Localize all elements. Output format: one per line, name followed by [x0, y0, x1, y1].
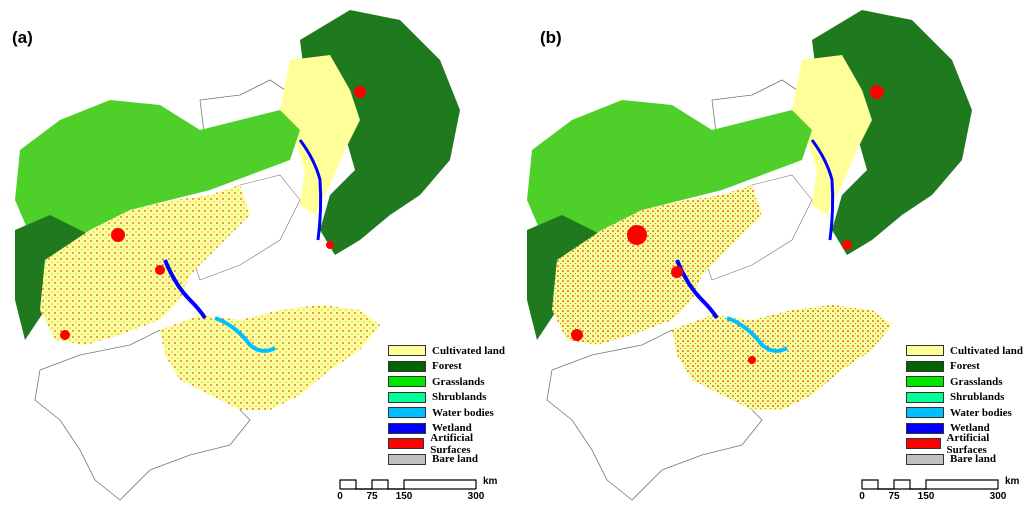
scale-bar: km 0 75 150 300	[858, 476, 1020, 506]
outline-region-south	[546, 329, 763, 501]
urban-patch	[748, 356, 756, 364]
scale-bar: km 0 75 150 300	[336, 476, 498, 506]
urban-patch	[60, 330, 70, 340]
legend-label: Forest	[432, 360, 462, 373]
legend-item: Bare land	[388, 452, 512, 468]
grassland-region-west	[527, 100, 812, 250]
map-legend: Cultivated land Forest Grasslands Shrubl…	[906, 343, 1024, 467]
legend-swatch	[388, 422, 426, 434]
legend-item: Shrublands	[388, 390, 512, 406]
scale-tick-label: 75	[366, 491, 378, 502]
urban-patch	[870, 85, 884, 99]
legend-label: Cultivated land	[432, 344, 506, 357]
speckle-overlay-central	[552, 185, 762, 345]
panel-label: (a)	[12, 28, 33, 47]
legend-swatch	[906, 407, 944, 419]
cultivated-region-east	[280, 55, 360, 215]
urban-patch	[354, 86, 366, 98]
legend-label: Artificial Surfaces	[946, 431, 990, 456]
legend-swatch	[388, 438, 425, 450]
map-legend: Cultivated land Forest Grasslands Shrubl…	[388, 343, 512, 467]
speckle-overlay-south	[672, 305, 892, 410]
forest-region-east	[812, 10, 972, 255]
legend-swatch	[388, 376, 426, 388]
legend-swatch	[906, 391, 944, 403]
legend-item: Artificial Surfaces	[388, 432, 512, 456]
scale-tick-label: 300	[989, 491, 1007, 502]
scale-tick-label: 0	[337, 491, 343, 502]
legend-swatch	[906, 376, 944, 388]
urban-patch	[842, 240, 852, 250]
outline-region-south	[34, 329, 251, 501]
legend-item: Grasslands	[906, 374, 1024, 390]
legend-item: Artificial Surfaces	[906, 432, 1024, 456]
legend-item: Cultivated land	[906, 343, 1024, 359]
legend-label: Grasslands	[432, 375, 485, 388]
legend-swatch	[388, 453, 426, 465]
legend-item: Wetland	[388, 421, 512, 437]
legend-label: Grasslands	[950, 375, 1003, 388]
scale-bar-graphic	[339, 479, 477, 490]
scale-unit: km	[1005, 476, 1020, 487]
legend-label: Bare land	[432, 453, 478, 466]
urban-patch	[627, 225, 647, 245]
speckle-overlay-south	[160, 305, 380, 410]
legend-item: Forest	[388, 359, 512, 375]
scale-bar-graphic	[861, 479, 999, 490]
legend-swatch	[388, 391, 426, 403]
urban-patch	[326, 241, 334, 249]
wetland-coast-east	[810, 139, 835, 241]
forest-region-east	[300, 10, 460, 255]
legend-item: Forest	[906, 359, 1024, 375]
legend-item: Cultivated land	[388, 343, 512, 359]
legend-label: Shrublands	[432, 391, 487, 404]
legend-label: Wetland	[950, 422, 990, 435]
scale-tick-label: 150	[395, 491, 413, 502]
scale-unit: km	[483, 476, 498, 487]
map-panel-b: (b) Cultivated land Forest Grasslands Sh…	[512, 0, 1024, 513]
legend-item: Bare land	[906, 452, 1024, 468]
legend-swatch	[388, 345, 426, 357]
map-panel-a: (a) Cultivated land Forest Grasslands Sh…	[12, 10, 512, 506]
legend-label: Water bodies	[950, 406, 1012, 419]
legend-swatch	[906, 345, 944, 357]
water-bay	[726, 316, 788, 353]
legend-swatch	[388, 407, 426, 419]
legend-label: Water bodies	[432, 406, 494, 419]
legend-swatch	[906, 360, 944, 372]
wetland-coast-east	[298, 139, 323, 241]
legend-swatch	[388, 360, 426, 372]
wetland-coast	[675, 259, 719, 320]
legend-label: Bare land	[950, 453, 996, 466]
legend-item: Shrublands	[906, 390, 1024, 406]
legend-swatch	[906, 422, 944, 434]
cultivated-region-east	[792, 55, 872, 215]
urban-patch	[111, 228, 125, 242]
scale-tick-label: 0	[859, 491, 865, 502]
legend-item: Water bodies	[906, 405, 1024, 421]
legend-label: Cultivated land	[950, 344, 1024, 357]
legend-swatch	[906, 453, 944, 465]
legend-label: Forest	[950, 360, 980, 373]
speckle-overlay-central	[40, 185, 250, 345]
legend-label: Shrublands	[950, 391, 1005, 404]
legend-item: Water bodies	[388, 405, 512, 421]
legend-label: Wetland	[432, 422, 472, 435]
scale-tick-label: 300	[467, 491, 485, 502]
urban-patch	[155, 265, 165, 275]
urban-patch	[671, 266, 683, 278]
land-cover-map-a	[15, 10, 460, 501]
legend-swatch	[906, 438, 941, 450]
scale-tick-label: 75	[888, 491, 900, 502]
legend-item: Grasslands	[388, 374, 512, 390]
panel-label: (b)	[540, 28, 562, 47]
scale-tick-label: 150	[917, 491, 935, 502]
water-bay	[214, 316, 276, 353]
urban-patch	[571, 329, 583, 341]
wetland-coast	[163, 259, 207, 320]
grassland-region-west	[15, 100, 300, 250]
legend-label: Artificial Surfaces	[430, 431, 474, 456]
land-cover-map-b	[527, 10, 972, 501]
legend-item: Wetland	[906, 421, 1024, 437]
